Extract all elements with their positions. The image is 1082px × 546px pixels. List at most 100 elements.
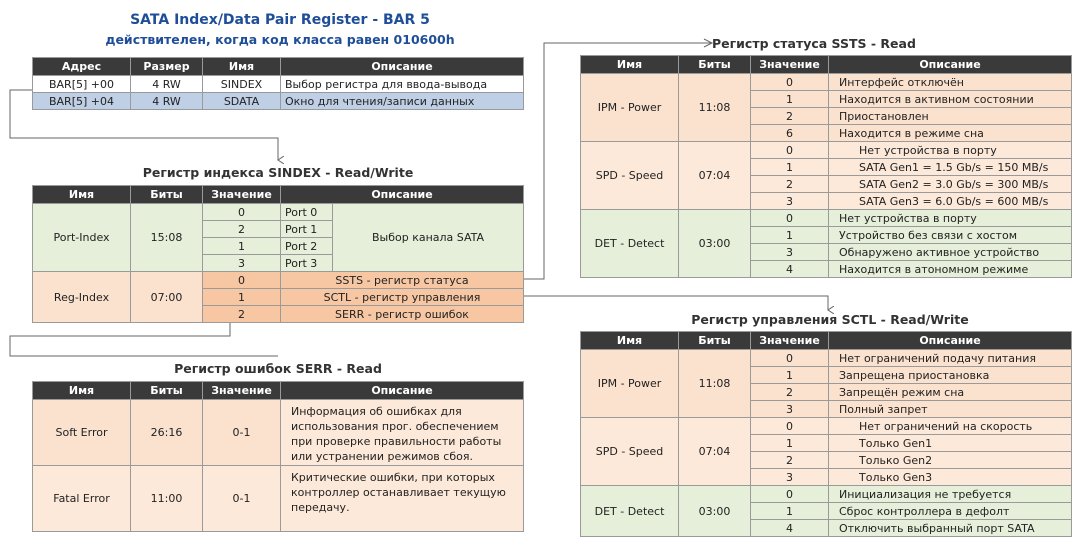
col-header-bits: Биты [130, 381, 203, 400]
field-value: 0 [750, 209, 829, 227]
field-description: Нет устройства в порту [828, 141, 1072, 159]
col-header-value: Значение [750, 331, 829, 350]
table-row: Port-Index 15:08 0 Port 0 Выбор канала S… [32, 203, 524, 272]
col-header-address: Адрес [32, 57, 131, 76]
field-description: SATA Gen3 = 6.0 Gb/s = 600 MB/s [828, 192, 1072, 210]
field-value: 0-1 [202, 399, 281, 466]
field-value: 0 [750, 485, 829, 503]
field-description: Только Gen3 [828, 468, 1072, 486]
col-header-bits: Биты [678, 55, 751, 74]
field-value: 1 [750, 158, 829, 176]
col-header-description: Описание [280, 57, 524, 76]
field-bits: 07:04 [678, 417, 751, 486]
field-description: Находится в режиме сна [828, 124, 1072, 142]
field-bits: 11:08 [678, 73, 751, 142]
field-description: Нет ограничений подачу питания [828, 349, 1072, 367]
field-bits: 11:08 [678, 349, 751, 418]
field-description: Инициализация не требуется [828, 485, 1072, 503]
field-description: SATA Gen2 = 3.0 Gb/s = 300 MB/s [828, 175, 1072, 193]
serr-table: Имя Биты Значение Описание Soft Error 26… [32, 381, 524, 532]
cell-size: 4 RW [130, 75, 203, 93]
col-header-name: Имя [580, 55, 679, 74]
field-bits: 15:08 [130, 203, 203, 272]
field-value: 0 [750, 73, 829, 91]
field-value: 2 [750, 383, 829, 401]
table-row: SPD - Speed 07:04 0 Нет ограничений на скор… [580, 417, 1072, 486]
table-row: SPD - Speed 07:04 0 Нет устройства в порту [580, 141, 1072, 210]
field-value: 1 [202, 237, 281, 255]
field-value: 4 [750, 519, 829, 537]
field-name: IPM - Power [580, 349, 679, 418]
arrow-bar-to-sindex [9, 89, 278, 160]
field-value: 2 [202, 220, 281, 238]
field-value: 0 [750, 141, 829, 159]
field-description: Нет ограничений на скорость [828, 417, 1072, 435]
ssts-table: Имя Биты Значение Описание IPM - Power 11… [580, 55, 1072, 278]
field-description: Находится в атономном режиме [828, 260, 1072, 278]
field-description: Запрещена приостановка [828, 366, 1072, 384]
field-name: Soft Error [32, 399, 131, 466]
table-row: DET - Detect 03:00 0 Инициализация не требу… [580, 485, 1072, 537]
field-description: Сброс контроллера в дефолт [828, 502, 1072, 520]
field-description: SSTS - регистр статуса [280, 271, 524, 289]
field-bits: 11:00 [130, 465, 203, 532]
field-name: DET - Detect [580, 209, 679, 278]
table-row: BAR[5] +00 4 RW SINDEX Выбор регистра дл… [32, 75, 524, 93]
sindex-title: Регистр индекса SINDEX - Read/Write [142, 165, 414, 180]
field-description: Выбор канала SATA [332, 203, 524, 272]
field-description: Находится в активном состоянии [828, 90, 1072, 108]
col-header-description: Описание [828, 331, 1072, 350]
field-name: Port-Index [32, 203, 131, 272]
table-row: DET - Detect 03:00 0 Нет устройства в порту [580, 209, 1072, 278]
field-value: 4 [750, 260, 829, 278]
field-value: 0 [750, 417, 829, 435]
field-value: 1 [750, 226, 829, 244]
field-value: 3 [750, 468, 829, 486]
field-description: Информация об ошибках для использования … [280, 399, 524, 466]
field-description: Приостановлен [828, 107, 1072, 125]
field-value: 0 [202, 203, 281, 221]
field-value: 1 [750, 434, 829, 452]
field-description: SCTL - регистр управления [280, 288, 524, 306]
sctl-title: Регистр управления SCTL - Read/Write [691, 312, 969, 327]
col-header-value: Значение [202, 185, 281, 204]
field-value: 0 [750, 349, 829, 367]
bar-table: Адрес Размер Имя Описание BAR[5] +00 4 R… [32, 57, 524, 110]
field-description: Интерфейс отключён [828, 73, 1072, 91]
field-name: SPD - Speed [580, 141, 679, 210]
page-title: SATA Index/Data Pair Register - BAR 5 [130, 12, 430, 28]
field-value: 3 [750, 192, 829, 210]
col-header-name: Имя [32, 381, 131, 400]
field-bits: 03:00 [678, 485, 751, 537]
port-label: Port 3 [280, 254, 333, 272]
field-value: 1 [750, 502, 829, 520]
col-header-name: Имя [32, 185, 131, 204]
port-label: Port 0 [280, 203, 333, 221]
table-row: Soft Error 26:16 0-1 Информация об ошибк… [32, 399, 524, 466]
table-row: IPM - Power 11:08 0 Нет ограничений подачу … [580, 349, 1072, 418]
col-header-bits: Биты [130, 185, 203, 204]
field-value: 3 [202, 254, 281, 272]
field-value: 1 [750, 90, 829, 108]
table-row: Reg-Index 07:00 0 SSTS - регистр статуса [32, 271, 524, 323]
field-value: 2 [750, 175, 829, 193]
field-description: Нет устройства в порту [828, 209, 1072, 227]
field-value: 0-1 [202, 465, 281, 532]
field-bits: 07:00 [130, 271, 203, 323]
field-description: Критические ошибки, при которых контролл… [280, 465, 524, 532]
serr-title: Регистр ошибок SERR - Read [174, 361, 382, 376]
table-row: BAR[5] +04 4 RW SDATA Окно для чтения/за… [32, 92, 524, 110]
cell-size: 4 RW [130, 92, 203, 110]
field-description: SATA Gen1 = 1.5 Gb/s = 150 MB/s [828, 158, 1072, 176]
field-name: Fatal Error [32, 465, 131, 532]
col-header-value: Значение [202, 381, 281, 400]
field-name: SPD - Speed [580, 417, 679, 486]
field-name: DET - Detect [580, 485, 679, 537]
field-value: 1 [202, 288, 281, 306]
cell-name: SDATA [202, 92, 281, 110]
col-header-description: Описание [828, 55, 1072, 74]
field-name: IPM - Power [580, 73, 679, 142]
field-value: 3 [750, 243, 829, 261]
field-description: Только Gen1 [828, 434, 1072, 452]
